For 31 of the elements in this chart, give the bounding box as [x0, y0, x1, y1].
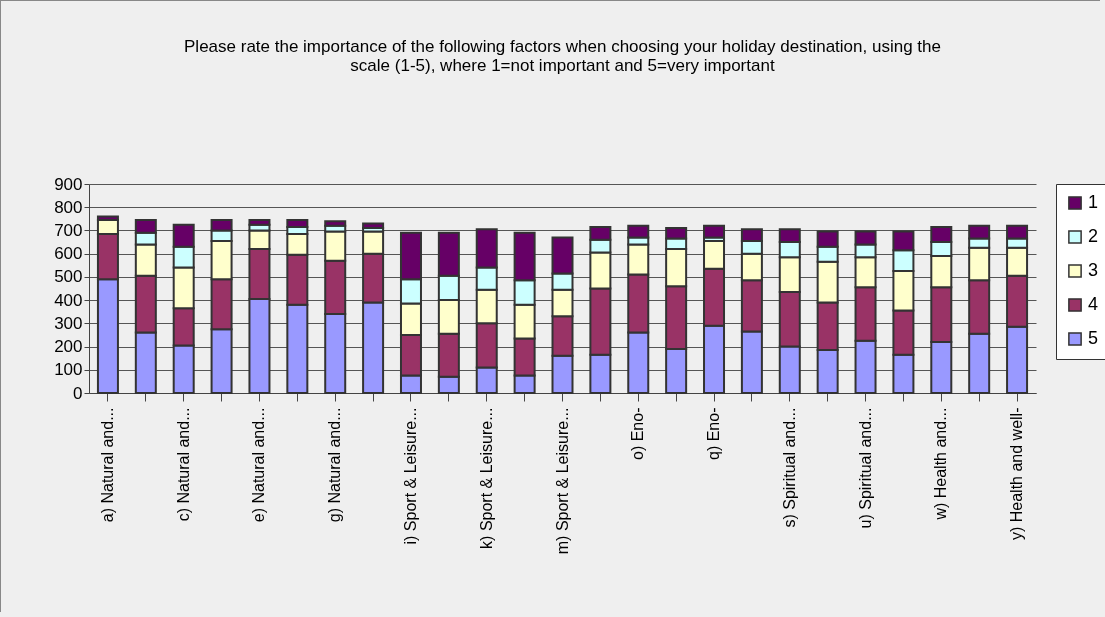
y-tick-label: 800 — [54, 197, 83, 217]
x-tick-label: g) Natural and... — [326, 407, 344, 523]
x-tick-label: e) Natural and... — [250, 407, 268, 523]
legend-label: 5 — [1088, 328, 1099, 348]
x-tick-label: u) Spiritual and... — [856, 407, 874, 529]
x-tick-label: m) Sport & Leisure... — [553, 407, 571, 555]
x-tick-label: k) Sport & Leisure... — [477, 407, 495, 549]
y-tick-label: 500 — [54, 267, 83, 287]
x-tick-label: c) Natural and... — [174, 407, 192, 522]
x-tick-label: a) Natural and... — [98, 407, 116, 523]
y-tick-label: 400 — [54, 290, 83, 310]
y-tick-label: 700 — [54, 220, 83, 240]
y-tick-label: 300 — [54, 313, 83, 333]
y-tick-label: 0 — [73, 383, 83, 403]
bar — [362, 222, 385, 230]
legend-label: 1 — [1088, 192, 1099, 212]
legend-label: 3 — [1088, 260, 1099, 280]
x-tick-label: w) Health and... — [932, 407, 950, 521]
x-tick-label: s) Spiritual and... — [780, 407, 798, 528]
y-tick-label: 100 — [54, 360, 83, 380]
legend-label: 4 — [1088, 294, 1099, 314]
x-tick-label: i) Sport & Leisure... — [401, 407, 419, 545]
y-tick-label: 200 — [54, 337, 83, 357]
bar — [703, 224, 726, 239]
y-tick-label: 600 — [54, 244, 83, 264]
y-tick-label: 900 — [54, 174, 83, 194]
legend-label: 2 — [1088, 226, 1099, 246]
chart-title: Please rate the importance of the following factors when choosing your holiday destination, using the scale (1-5), where 1=not important and 5=very important — [184, 37, 941, 75]
x-tick-label: o) Eno- — [629, 407, 647, 460]
x-tick-label: y) Health and well- — [1008, 407, 1026, 540]
x-tick-label: q) Eno- — [705, 407, 723, 460]
